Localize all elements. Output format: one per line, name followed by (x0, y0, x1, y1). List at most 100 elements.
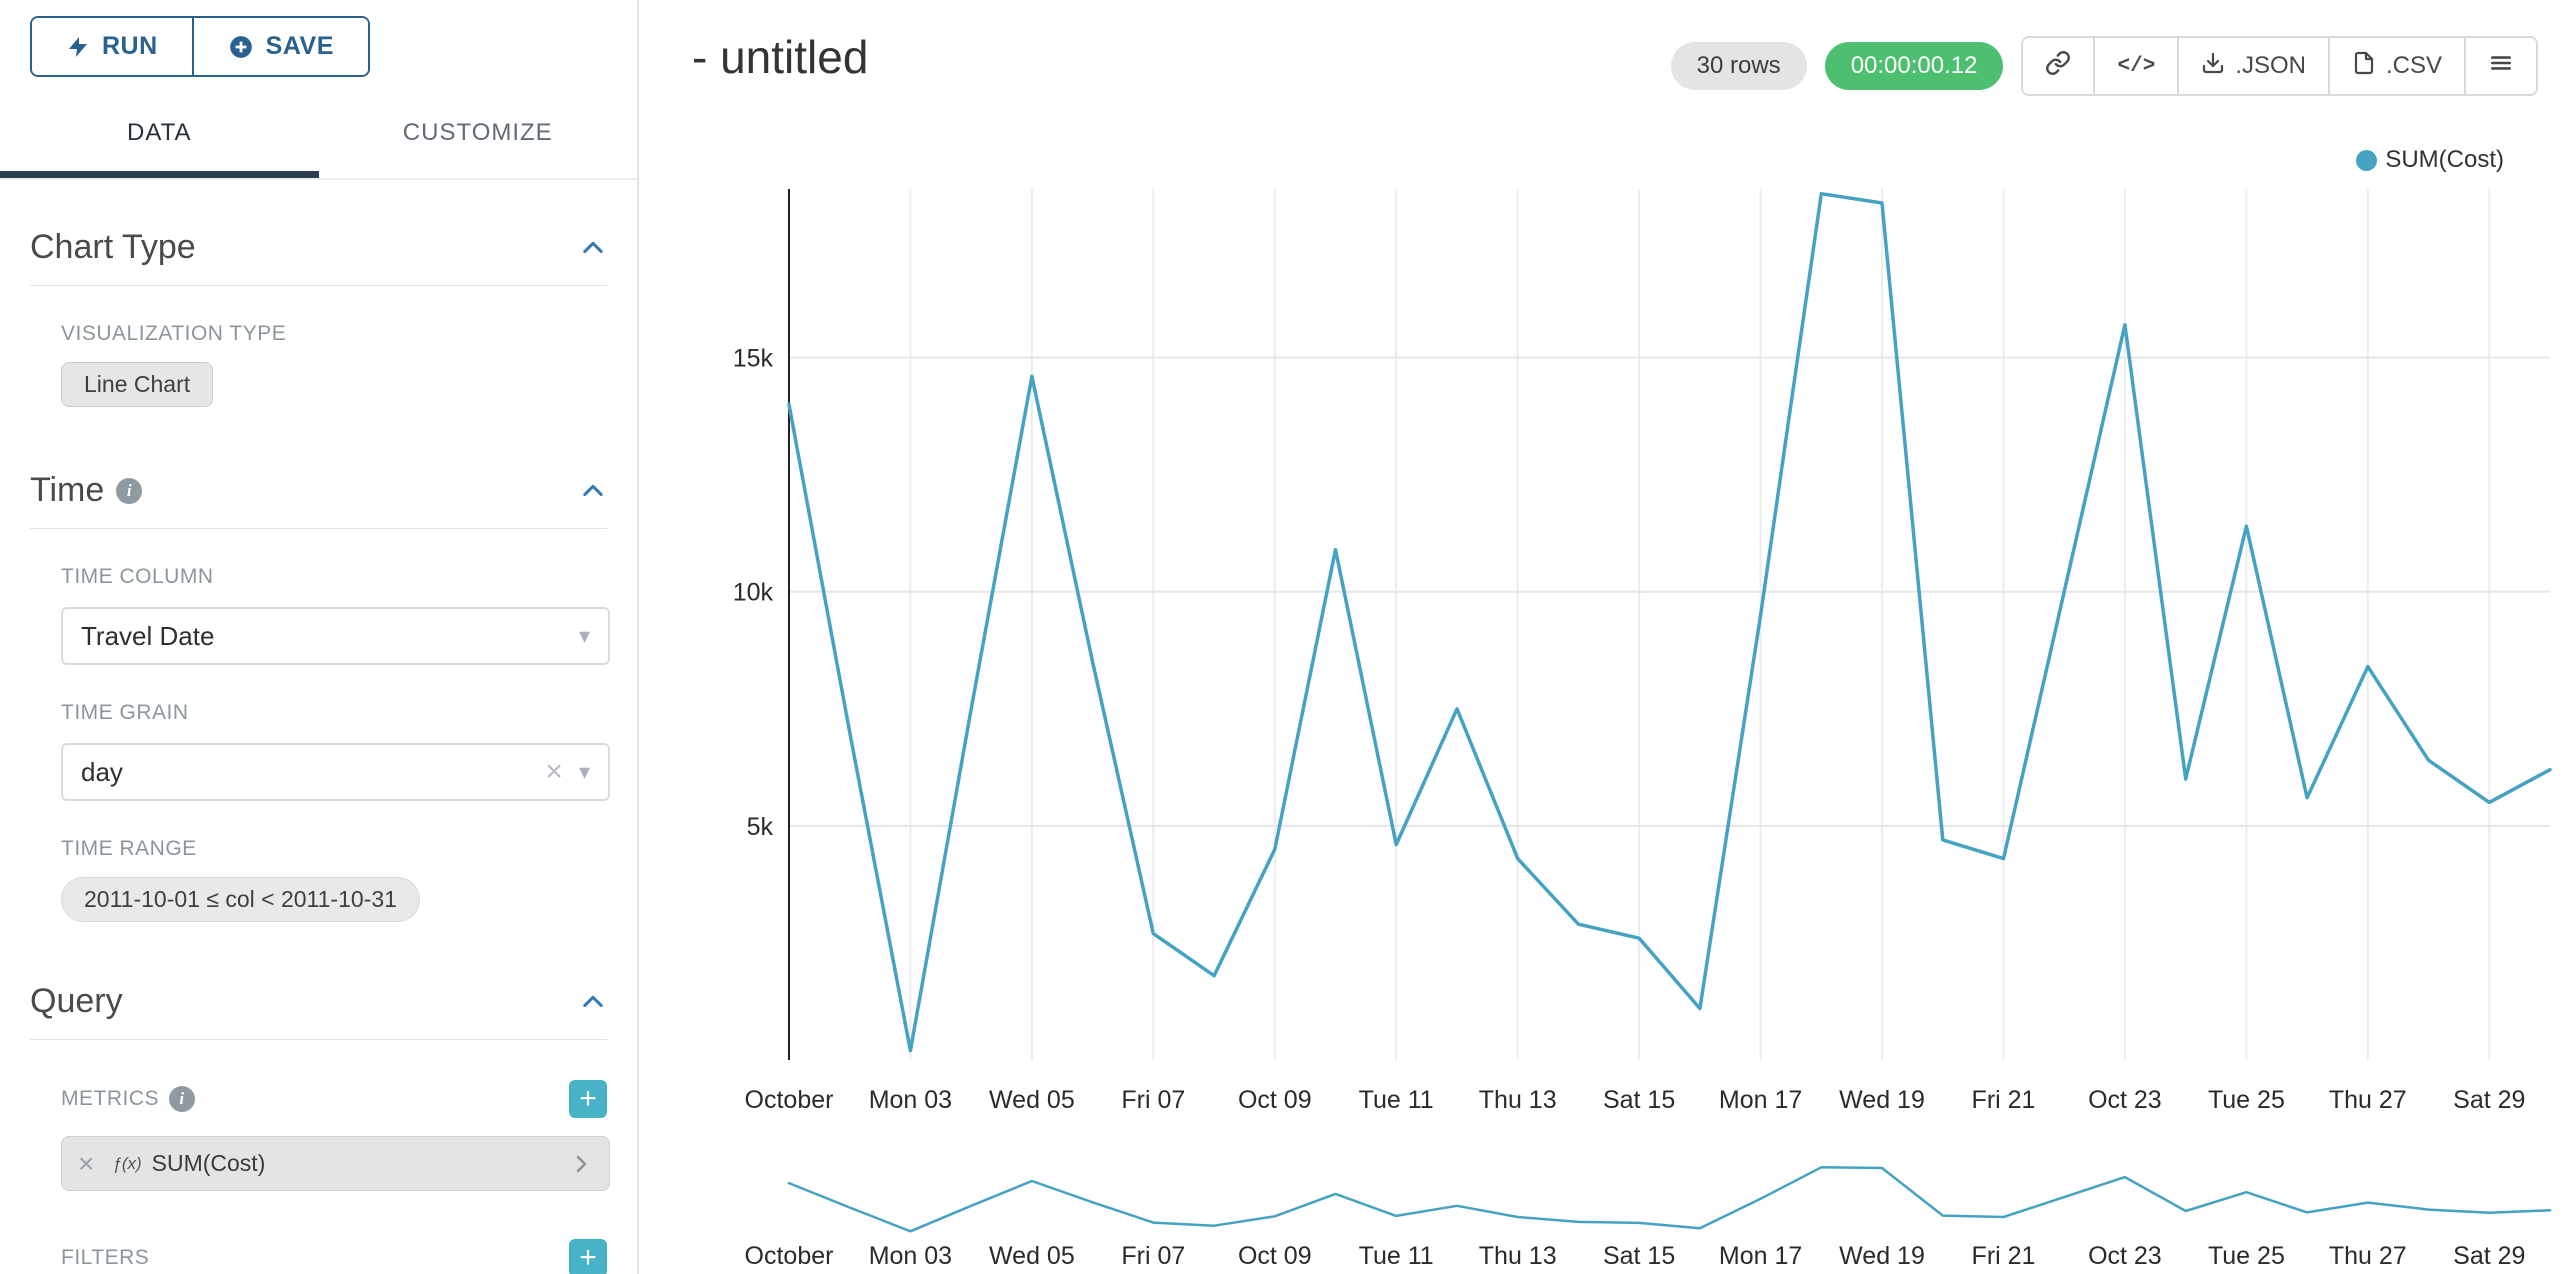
section-time-header[interactable]: Time i (30, 471, 607, 529)
time-column-value: Travel Date (81, 620, 215, 651)
x-tick-label: Mon 03 (869, 1086, 952, 1114)
time-grain-select[interactable]: day × ▾ (61, 743, 610, 801)
run-save-button-group: RUN SAVE (30, 16, 370, 77)
chart-title[interactable]: - untitled (692, 31, 869, 83)
export-json-button[interactable]: .JSON (2177, 38, 2328, 94)
row-count-badge: 30 rows (1670, 42, 1807, 90)
section-query-header[interactable]: Query (30, 982, 607, 1040)
time-grain-label: TIME GRAIN (61, 701, 189, 724)
x-tick-label: Sat 29 (2453, 1242, 2525, 1270)
x-tick-label: October (745, 1086, 834, 1114)
x-tick-label: Thu 27 (2329, 1242, 2407, 1270)
legend-dot-icon (2356, 149, 2378, 171)
section-chart-type-title: Chart Type (30, 228, 196, 266)
x-tick-label: Tue 11 (1359, 1242, 1434, 1270)
chevron-up-icon[interactable] (579, 988, 607, 1016)
x-tick-label: Mon 17 (1719, 1242, 1802, 1270)
x-tick-label: Sat 15 (1603, 1086, 1675, 1114)
series-line (787, 191, 2552, 1053)
time-range-value[interactable]: 2011-10-01 ≤ col < 2011-10-31 (61, 877, 420, 922)
x-tick-label: Thu 13 (1479, 1242, 1557, 1270)
section-time-title: Time (30, 471, 105, 509)
info-icon: i (169, 1086, 195, 1112)
x-tick-label: Mon 03 (869, 1242, 952, 1270)
add-filter-button[interactable]: + (569, 1239, 607, 1274)
file-icon (2352, 51, 2376, 82)
share-link-button[interactable] (2023, 38, 2094, 94)
x-tick-label: Tue 25 (2208, 1242, 2285, 1270)
export-csv-label: .CSV (2385, 52, 2442, 79)
code-icon: </> (2117, 54, 2156, 78)
visualization-type-value[interactable]: Line Chart (61, 362, 214, 407)
plus-circle-icon (228, 34, 254, 60)
x-tick-label: Mon 17 (1719, 1086, 1802, 1114)
chevron-up-icon[interactable] (579, 234, 607, 262)
view-query-button[interactable]: </> (2093, 38, 2178, 94)
section-query-title: Query (30, 982, 123, 1020)
x-tick-label: Sat 15 (1603, 1242, 1675, 1270)
x-tick-label: Wed 05 (989, 1086, 1075, 1114)
remove-metric-icon[interactable]: × (78, 1147, 95, 1179)
filters-row: FILTERS + (61, 1239, 607, 1274)
add-metric-button[interactable]: + (569, 1080, 607, 1118)
x-tick-label: Oct 23 (2088, 1086, 2162, 1114)
chevron-down-icon: ▾ (578, 759, 590, 784)
info-icon: i (116, 477, 143, 504)
run-button[interactable]: RUN (32, 18, 192, 75)
x-tick-label: Fri 07 (1121, 1086, 1185, 1114)
x-tick-label: Thu 27 (2329, 1086, 2407, 1114)
chevron-right-icon[interactable] (569, 1152, 593, 1176)
tab-data[interactable]: DATA (0, 99, 319, 178)
x-tick-label: Oct 23 (2088, 1242, 2162, 1270)
chart-panel: - untitled 30 rows 00:00:00.12 </> .JSON (641, 0, 2576, 1274)
chart-header-actions: 30 rows 00:00:00.12 </> .JSON . (1670, 36, 2538, 96)
export-csv-button[interactable]: .CSV (2327, 38, 2464, 94)
function-icon: ƒ(x) (112, 1153, 142, 1173)
mini-brush-chart[interactable]: October Mon 03 Wed 05 Fri 07 Oct 09 Tue 11 Thu… (641, 1140, 2576, 1274)
x-tick-label: Wed 19 (1839, 1086, 1925, 1114)
series-line (787, 1166, 2552, 1233)
time-column-select[interactable]: Travel Date ▾ (61, 607, 610, 665)
y-tick-label: 5k (747, 813, 774, 841)
chart-menu-button[interactable] (2464, 38, 2536, 94)
tab-customize[interactable]: CUSTOMIZE (402, 119, 553, 146)
metric-name: SUM(Cost) (151, 1150, 266, 1176)
x-tick-label: Tue 25 (2208, 1086, 2285, 1114)
y-tick-label: 10k (733, 579, 774, 607)
chevron-up-icon[interactable] (579, 477, 607, 505)
run-button-label: RUN (102, 32, 158, 60)
x-tick-label: Fri 07 (1121, 1242, 1185, 1270)
x-tick-label: Oct 09 (1238, 1086, 1312, 1114)
time-range-label: TIME RANGE (61, 837, 197, 860)
time-grain-value: day (81, 756, 123, 787)
download-icon (2201, 51, 2225, 82)
x-tick-label: Wed 05 (989, 1242, 1075, 1270)
export-button-group: </> .JSON .CSV (2021, 36, 2538, 96)
x-tick-label: Tue 11 (1359, 1086, 1434, 1114)
legend-series-label: SUM(Cost) (2385, 146, 2504, 173)
x-tick-label: Sat 29 (2453, 1086, 2525, 1114)
chart-legend-item[interactable]: SUM(Cost) (2356, 146, 2504, 174)
panel-tabs: DATA CUSTOMIZE (0, 99, 637, 180)
line-chart[interactable]: 5k 10k 15k October Mon 03 Wed 05 Fri 07 Oct 09 T… (641, 140, 2576, 1140)
filters-label: FILTERS (61, 1246, 150, 1269)
y-tick-label: 15k (733, 345, 774, 373)
query-timer-badge: 00:00:00.12 (1824, 42, 2004, 90)
x-tick-label: Thu 13 (1479, 1086, 1557, 1114)
lightning-bolt-icon (66, 35, 90, 59)
time-column-label: TIME COLUMN (61, 565, 214, 588)
save-button[interactable]: SAVE (191, 18, 368, 75)
x-tick-label: October (745, 1242, 834, 1270)
hamburger-menu-icon (2488, 50, 2514, 83)
x-tick-label: Oct 09 (1238, 1242, 1312, 1270)
metric-item[interactable]: × ƒ(x) SUM(Cost) (61, 1136, 610, 1191)
x-tick-label: Wed 19 (1839, 1242, 1925, 1270)
chevron-down-icon: ▾ (578, 623, 590, 648)
x-tick-label: Fri 21 (1972, 1242, 2036, 1270)
section-chart-type-header[interactable]: Chart Type (30, 228, 607, 286)
metrics-row: METRICS i + (61, 1080, 607, 1118)
clear-icon[interactable]: × (545, 755, 563, 788)
export-json-label: .JSON (2235, 52, 2306, 79)
control-panel: RUN SAVE DATA CUSTOMIZE Chart Type VISUA… (0, 0, 639, 1274)
visualization-type-label: VISUALIZATION TYPE (61, 322, 287, 345)
